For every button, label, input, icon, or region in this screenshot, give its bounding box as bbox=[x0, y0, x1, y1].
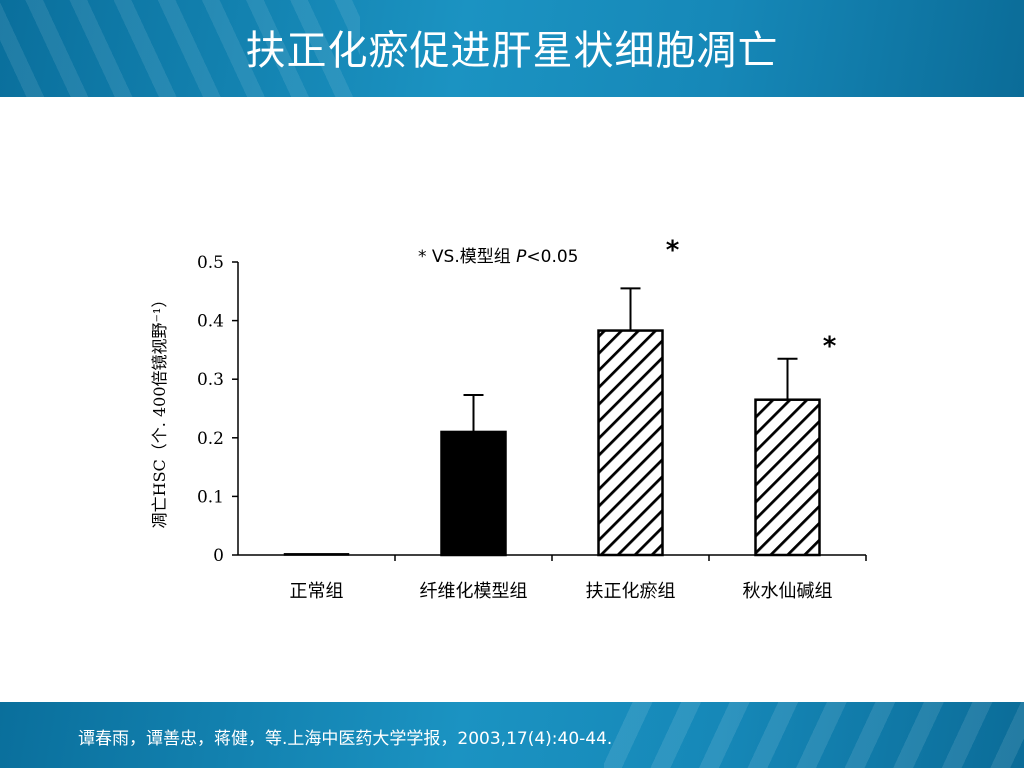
note-star: * bbox=[418, 247, 427, 267]
y-axis-title: 凋亡HSC（个. 400倍镜视野⁻¹） bbox=[150, 292, 169, 529]
bar bbox=[440, 430, 507, 557]
y-tick-label: 0.3 bbox=[197, 370, 224, 390]
bar bbox=[283, 553, 350, 556]
significance-star: * bbox=[666, 235, 680, 265]
banner-decoration bbox=[0, 0, 360, 97]
citation-banner: 谭春雨，谭善忠，蒋健，等.上海中医药大学学报，2003,17(4):40-44. bbox=[0, 702, 1024, 768]
x-category-label: 纤维化模型组 bbox=[420, 581, 528, 602]
note-text: VS.模型组 bbox=[427, 247, 517, 267]
banner-decoration bbox=[604, 702, 1024, 768]
bar bbox=[754, 398, 821, 557]
title-banner: 扶正化瘀促进肝星状细胞凋亡 bbox=[0, 0, 1024, 97]
note-cond: <0.05 bbox=[526, 247, 578, 267]
significance-note: * VS.模型组 P<0.05 bbox=[418, 247, 579, 267]
x-category-label: 扶正化瘀组 bbox=[586, 581, 676, 602]
y-tick-label: 0.4 bbox=[197, 312, 224, 332]
citation-text: 谭春雨，谭善忠，蒋健，等.上海中医药大学学报，2003,17(4):40-44. bbox=[78, 729, 613, 749]
slide-title: 扶正化瘀促进肝星状细胞凋亡 bbox=[245, 28, 779, 74]
y-tick-label: 0.2 bbox=[197, 429, 224, 449]
x-category-label: 秋水仙碱组 bbox=[743, 581, 833, 602]
y-tick-label: 0.1 bbox=[197, 487, 224, 507]
bar bbox=[597, 329, 664, 557]
y-tick-label: 0 bbox=[213, 546, 224, 566]
significance-star: * bbox=[823, 332, 837, 362]
x-category-label: 正常组 bbox=[290, 581, 344, 602]
y-tick-label: 0.5 bbox=[197, 253, 224, 273]
note-p: P bbox=[516, 247, 527, 267]
